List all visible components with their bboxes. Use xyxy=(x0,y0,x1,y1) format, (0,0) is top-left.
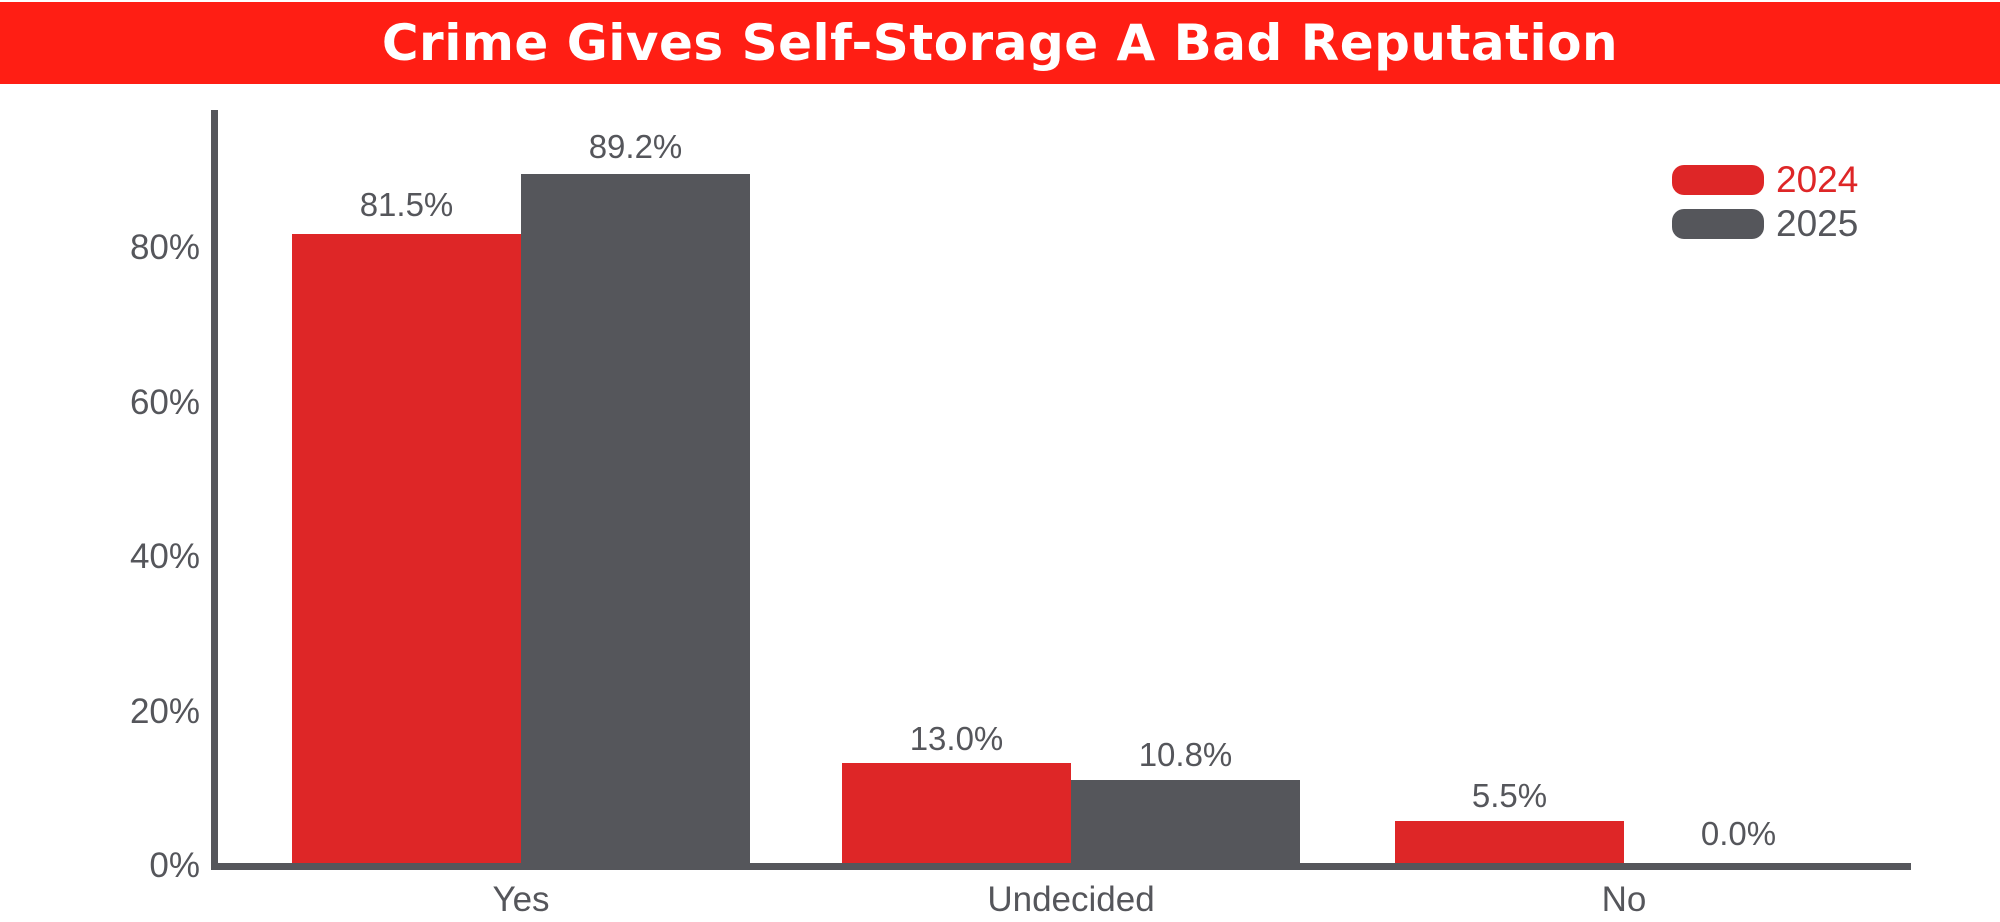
bar-label-undecided-2024: 13.0% xyxy=(909,720,1004,757)
legend: 2024 2025 xyxy=(1672,158,1858,246)
bar-label-no-2024: 5.5% xyxy=(1471,777,1548,814)
legend-swatch-2025 xyxy=(1672,209,1764,239)
legend-label-2025: 2025 xyxy=(1776,203,1859,244)
bar-no-2024 xyxy=(1395,821,1624,863)
y-tick-0: 0% xyxy=(149,846,200,885)
y-axis-line xyxy=(211,110,218,870)
legend-item-2025: 2025 xyxy=(1672,202,1858,246)
title-bar: Crime Gives Self-Storage A Bad Reputatio… xyxy=(0,2,2000,84)
y-tick-20: 20% xyxy=(129,692,200,731)
legend-item-2024: 2024 xyxy=(1672,158,1858,202)
bar-undecided-2025 xyxy=(1071,780,1300,863)
x-category-yes: Yes xyxy=(492,880,550,919)
bar-undecided-2024 xyxy=(842,763,1071,863)
legend-label-2024: 2024 xyxy=(1776,159,1859,200)
chart-title: Crime Gives Self-Storage A Bad Reputatio… xyxy=(381,14,1619,72)
bar-yes-2025 xyxy=(521,174,750,863)
x-axis-line xyxy=(211,863,1911,870)
legend-swatch-2024 xyxy=(1672,165,1764,195)
bar-label-yes-2024: 81.5% xyxy=(359,186,454,223)
y-tick-40: 40% xyxy=(129,537,200,576)
bar-label-yes-2025: 89.2% xyxy=(588,128,683,165)
y-tick-60: 60% xyxy=(129,383,200,422)
x-category-no: No xyxy=(1601,880,1647,919)
bar-label-undecided-2025: 10.8% xyxy=(1138,736,1233,773)
x-category-undecided: Undecided xyxy=(987,880,1155,919)
y-tick-80: 80% xyxy=(129,228,200,267)
bar-label-no-2025: 0.0% xyxy=(1700,815,1777,852)
bar-yes-2024 xyxy=(292,234,521,863)
